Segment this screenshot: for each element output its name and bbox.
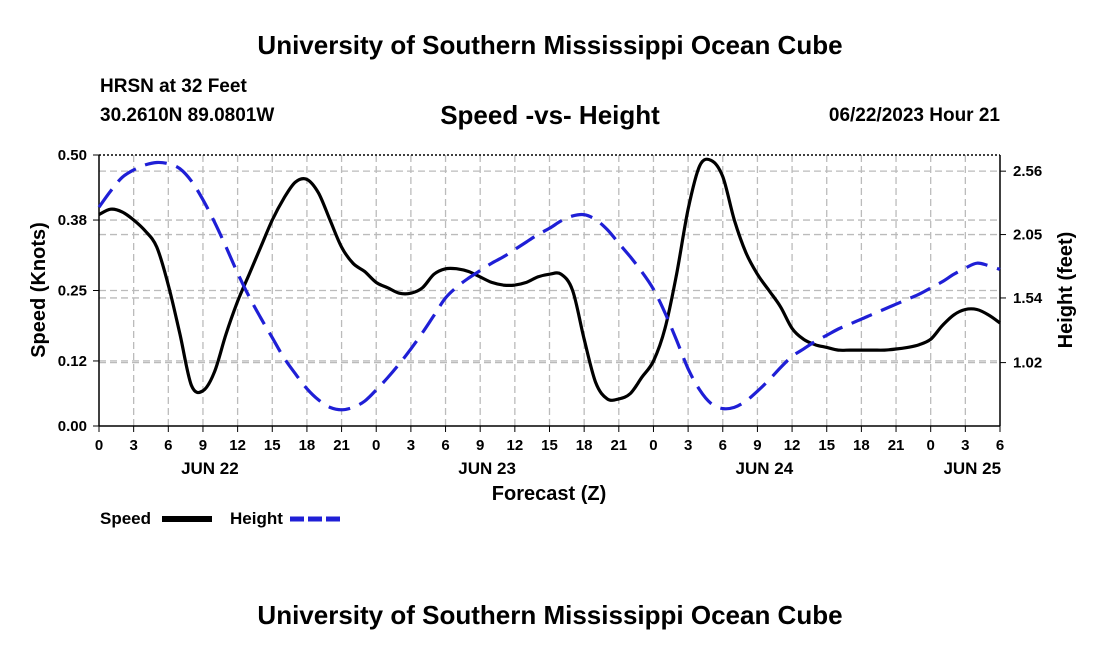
x-tick-label: 9 — [476, 437, 484, 454]
x-tick-label: 21 — [610, 437, 627, 454]
y-tick-label: 0.00 — [58, 418, 87, 435]
y2-axis-title: Height (feet) — [1055, 232, 1077, 349]
timestamp-label: 06/22/2023 Hour 21 — [828, 105, 1000, 126]
x-day-label: JUN 25 — [943, 459, 1001, 478]
legend-speed-swatch — [162, 516, 212, 522]
x-tick-label: 12 — [784, 437, 801, 454]
x-tick-label: 12 — [229, 437, 246, 454]
y2-tick-label: 1.02 — [1013, 355, 1042, 372]
y2-tick-label: 2.56 — [1013, 163, 1042, 180]
y-tick-label: 0.38 — [58, 212, 87, 229]
series-line-speed — [98, 157, 1001, 402]
x-tick-label: 21 — [888, 437, 905, 454]
y-axis-title: Speed (Knots) — [28, 222, 50, 358]
x-tick-label: 18 — [576, 437, 593, 454]
x-tick-label: 15 — [818, 437, 835, 454]
x-tick-label: 0 — [372, 437, 380, 454]
x-day-label: JUN 22 — [181, 459, 239, 478]
station-label: HRSN at 32 Feet — [100, 76, 247, 97]
axis-layer: 0 3 6 9 12 15 18 21 0 3 6 9 12 15 18 21 0 3 6 9 12 15 18 21 0 3 6J… — [58, 147, 1043, 478]
x-tick-label: 3 — [129, 437, 137, 454]
x-tick-label: 12 — [507, 437, 524, 454]
x-tick-label: 9 — [199, 437, 207, 454]
x-tick-label: 0 — [649, 437, 657, 454]
y2-tick-label: 2.05 — [1013, 227, 1042, 244]
y-tick-label: 0.25 — [58, 283, 87, 300]
x-day-label: JUN 24 — [736, 459, 794, 478]
x-tick-label: 3 — [684, 437, 692, 454]
x-tick-label: 6 — [441, 437, 449, 454]
footer-title: University of Southern Mississippi Ocean… — [257, 600, 843, 630]
x-day-label: JUN 23 — [458, 459, 516, 478]
x-tick-label: 0 — [95, 437, 103, 454]
x-tick-label: 6 — [996, 437, 1004, 454]
x-tick-label: 18 — [299, 437, 316, 454]
series-layer — [97, 157, 1001, 412]
x-tick-label: 0 — [927, 437, 935, 454]
grid-layer — [99, 155, 1000, 426]
x-tick-label: 18 — [853, 437, 870, 454]
x-tick-label: 3 — [407, 437, 415, 454]
chart-subtitle: Speed -vs- Height — [440, 100, 660, 130]
y-tick-label: 0.50 — [58, 147, 87, 164]
legend-height-label: Height — [230, 509, 283, 528]
series-line-height — [97, 160, 1001, 412]
x-tick-label: 3 — [961, 437, 969, 454]
coordinates-label: 30.2610N 89.0801W — [100, 105, 275, 126]
x-axis-title: Forecast (Z) — [492, 483, 606, 505]
x-tick-label: 6 — [164, 437, 172, 454]
legend-height-swatch — [290, 516, 342, 522]
x-tick-label: 21 — [333, 437, 350, 454]
x-tick-label: 6 — [719, 437, 727, 454]
x-tick-label: 15 — [264, 437, 281, 454]
y-tick-label: 0.12 — [58, 353, 87, 370]
y2-tick-label: 1.54 — [1013, 290, 1043, 307]
x-tick-label: 15 — [541, 437, 558, 454]
x-tick-label: 9 — [753, 437, 761, 454]
legend-speed-label: Speed — [100, 509, 152, 528]
speed-height-chart: 0 3 6 9 12 15 18 21 0 3 6 9 12 15 18 21 0 3 6 9 12 15 18 21 0 3 6J… — [28, 147, 1077, 505]
chart-main-title: University of Southern Mississippi Ocean… — [257, 30, 843, 60]
